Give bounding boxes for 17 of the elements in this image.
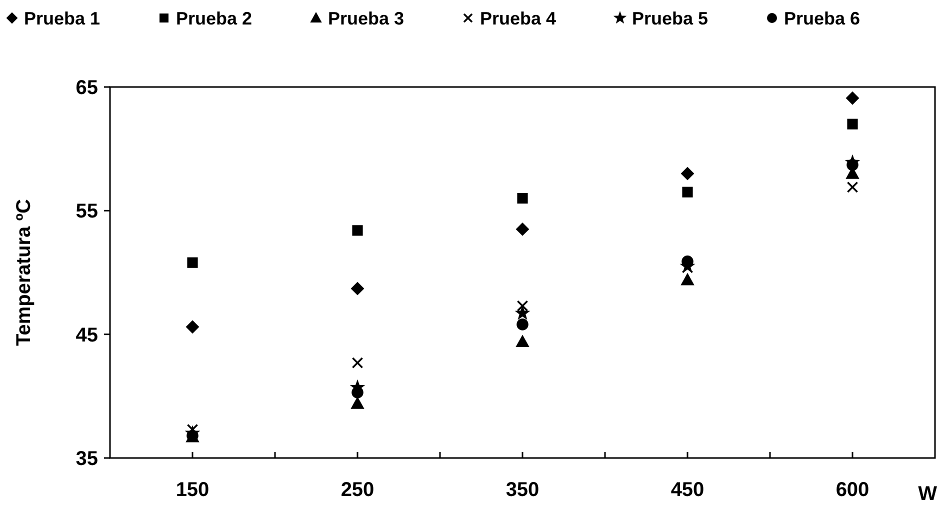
legend-label: Prueba 1 bbox=[24, 8, 100, 28]
x-tick-label: 450 bbox=[670, 479, 704, 501]
legend-label: Prueba 4 bbox=[480, 8, 556, 28]
x-tick-label: 350 bbox=[506, 479, 540, 501]
y-tick-label: 45 bbox=[76, 324, 98, 346]
x-axis-title: W bbox=[918, 483, 938, 505]
legend-label: Prueba 5 bbox=[632, 8, 708, 28]
y-tick-label: 35 bbox=[76, 448, 98, 470]
legend-label: Prueba 3 bbox=[328, 8, 404, 28]
legend-label: Prueba 6 bbox=[784, 8, 860, 28]
x-tick-label: 150 bbox=[176, 479, 210, 501]
x-tick-label: 250 bbox=[340, 479, 374, 501]
legend-label: Prueba 2 bbox=[176, 8, 252, 28]
y-axis-title: Temperatura ºC bbox=[13, 199, 35, 346]
y-tick-label: 55 bbox=[76, 200, 98, 223]
y-tick-label: 65 bbox=[76, 77, 98, 99]
x-tick-label: 600 bbox=[836, 479, 870, 501]
